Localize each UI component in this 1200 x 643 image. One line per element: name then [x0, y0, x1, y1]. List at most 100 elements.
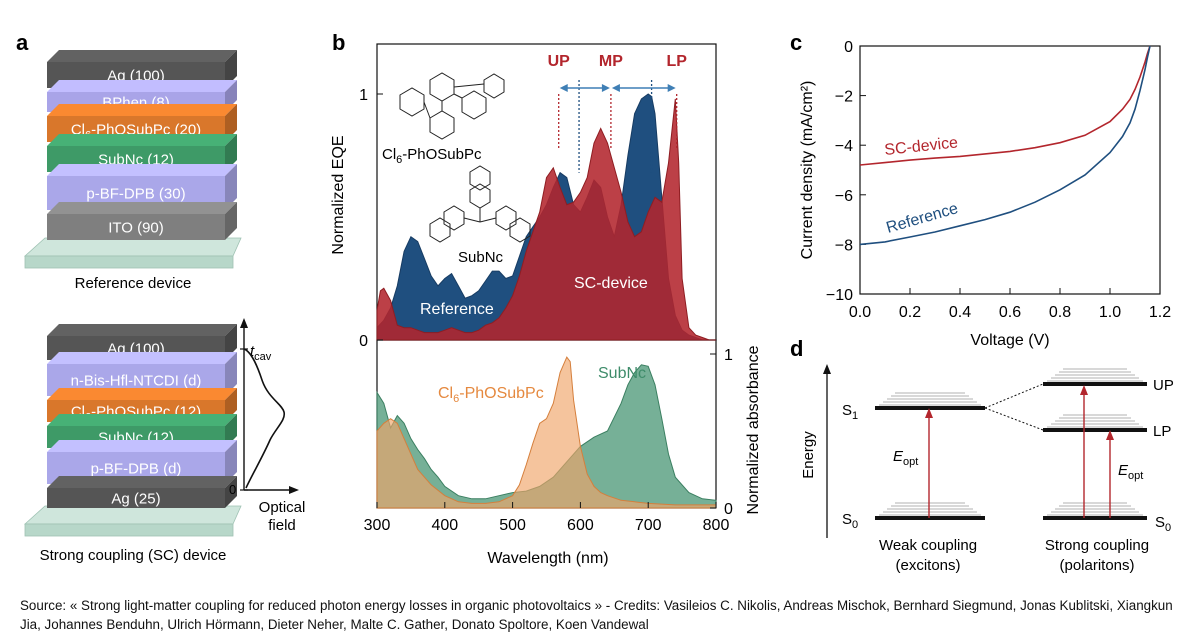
phosubpc-molecule-sketch	[399, 72, 505, 140]
x-tick-label: 600	[567, 517, 594, 534]
substrate-front	[24, 255, 234, 269]
weak-excitation-arrowhead	[925, 408, 933, 418]
weak-caption-1: Weak coupling	[879, 537, 977, 554]
layer-top-face	[47, 440, 237, 452]
layer-label: p-BF-DPB (30)	[86, 186, 185, 203]
layer-top-face	[47, 476, 237, 488]
optical-field-x-arrow	[289, 486, 299, 494]
wavelength-axis-title: Wavelength (nm)	[487, 550, 608, 567]
layer-label: n-Bis-Hfl-NTCDI (d)	[71, 373, 202, 390]
optical-field-y-arrow	[240, 318, 248, 328]
substrate-top	[23, 237, 242, 257]
weak-s1-label: S1	[842, 402, 858, 422]
layer-top-face	[47, 134, 237, 146]
layer-side-face	[225, 388, 237, 422]
jv-series	[859, 45, 1151, 246]
jv-plot-frame	[859, 45, 1161, 295]
optical-field-curve	[243, 348, 286, 489]
reference-area-label: Reference	[420, 301, 494, 318]
panel-c: c 0.0 0.2 0.4 0.6 0.8 1.0 1.2 0 −2 −4 −6 −8 −10 SC-d…	[790, 30, 1171, 349]
substrate-top	[23, 505, 242, 525]
layer-top-face	[47, 388, 237, 400]
layer-top-face	[47, 164, 237, 176]
strong-eopt-label: Eopt	[1118, 462, 1143, 482]
x-tick-label: 500	[499, 517, 526, 534]
weak-caption-2: (excitons)	[895, 557, 960, 574]
reference-device-caption: Reference device	[75, 275, 192, 292]
phosubpc-molecule-label: Cl6-PhOSubPc	[382, 146, 482, 166]
v-tick-label: 0.4	[949, 304, 971, 321]
sc-device-jv-curve	[859, 45, 1151, 166]
lp-connector	[984, 407, 1044, 431]
splitting-arrowhead	[559, 84, 568, 92]
j-tick-label: 0	[844, 39, 853, 56]
j-tick-label: −8	[835, 237, 853, 254]
eqe-axis-title: Normalized EQE	[330, 135, 347, 254]
layer-side-face	[225, 324, 237, 360]
x-tick-label: 800	[703, 517, 730, 534]
layer-front	[47, 214, 225, 240]
up-excitation-arrowhead	[1080, 385, 1088, 395]
layer-side-face	[225, 476, 237, 508]
reference-jv-curve	[859, 45, 1151, 246]
layer-top-face	[47, 324, 237, 336]
layer-side-face	[225, 104, 237, 142]
x-tick-label: 300	[364, 517, 391, 534]
panel-d: d Energy S1 S0 Eopt Weak coupling (excit…	[790, 336, 1174, 574]
layer-side-face	[225, 440, 237, 484]
layer-side-face	[225, 134, 237, 172]
splitting-arrowhead	[611, 84, 620, 92]
j-tick-label: −4	[835, 138, 853, 155]
sc-device-curve-label: SC-device	[884, 134, 959, 159]
panel-a: a Ag (100)BPhen (8)Cl6-PhOSubPc (20)SubN…	[16, 30, 305, 564]
eqe-y-tick-label: 0	[359, 333, 368, 350]
energy-axis-title: Energy	[800, 431, 817, 479]
reference-device-stack: Ag (100)BPhen (8)Cl6-PhOSubPc (20)SubNc …	[23, 50, 242, 269]
abs-y-tick-label: 0	[724, 501, 733, 518]
splitting-arrowhead	[667, 84, 676, 92]
voltage-axis-title: Voltage (V)	[970, 332, 1049, 349]
optical-field-label-1: Optical	[259, 499, 306, 516]
v-tick-label: 0.6	[999, 304, 1021, 321]
layer-top-face	[47, 202, 237, 214]
abs-y-tick-label: 1	[724, 347, 733, 364]
source-caption: Source: « Strong light-matter coupling f…	[20, 598, 1173, 632]
phosubpc-absorbance-area	[376, 356, 717, 509]
subnc-abs-label: SubNc	[598, 365, 646, 382]
v-tick-label: 1.2	[1149, 304, 1171, 321]
layer-top-face	[47, 80, 237, 92]
layer-label: ITO (90)	[108, 220, 164, 237]
up-level-label: UP	[1153, 377, 1174, 394]
lp-excitation-arrowhead	[1106, 430, 1114, 440]
j-tick-label: −2	[835, 89, 853, 106]
v-tick-label: 0.8	[1049, 304, 1071, 321]
eqe-y-tick-label: 1	[359, 87, 368, 104]
layer-label: p-BF-DPB (d)	[91, 461, 182, 478]
x-tick-label: 400	[431, 517, 458, 534]
absorbance-series	[376, 356, 717, 509]
layer-front	[47, 488, 225, 508]
j-tick-label: −10	[826, 287, 853, 304]
panel-c-label: c	[790, 30, 802, 55]
absorbance-axis-title: Normalized absorbance	[745, 345, 762, 514]
v-tick-label: 1.0	[1099, 304, 1121, 321]
sc-device-caption: Strong coupling (SC) device	[40, 547, 227, 564]
optical-field-label-2: field	[268, 517, 296, 534]
subnc-molecule-sketch	[429, 165, 531, 243]
panel-a-label: a	[16, 30, 29, 55]
layer-top-face	[47, 414, 237, 426]
current-density-axis-title: Current density (mA/cm²)	[799, 81, 816, 260]
tcav-label: tcav	[250, 343, 272, 363]
panel-d-label: d	[790, 336, 803, 361]
weak-eopt-label: Eopt	[893, 448, 918, 468]
x-tick-label: 700	[635, 517, 662, 534]
layer-side-face	[225, 414, 237, 448]
layer-label: Ag (25)	[111, 491, 160, 508]
layer-side-face	[225, 164, 237, 210]
figure: a Ag (100)BPhen (8)Cl6-PhOSubPc (20)SubN…	[16, 30, 1174, 574]
optical-field-plot: tcav 0 Optical field	[229, 318, 305, 534]
j-tick-label: −6	[835, 188, 853, 205]
lp-level-label: LP	[1153, 423, 1171, 440]
panel-c-axes: 0.0 0.2 0.4 0.6 0.8 1.0 1.2 0 −2 −4 −6 −8 −10	[826, 39, 1171, 321]
